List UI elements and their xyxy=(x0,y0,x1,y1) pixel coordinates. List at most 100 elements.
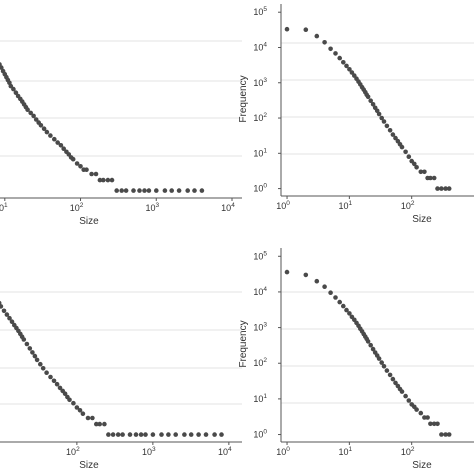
data-point xyxy=(24,341,30,347)
data-point xyxy=(414,165,419,170)
data-point xyxy=(212,432,217,437)
chart-panel-bottom-right: 100 101 102 100 101 102 103 104 105 Frequency Size xyxy=(238,248,474,471)
data-point xyxy=(173,432,178,437)
y-tick-label: 105 xyxy=(253,6,267,17)
data-point xyxy=(403,149,408,155)
data-point xyxy=(428,175,433,181)
data-point xyxy=(58,143,64,148)
data-point xyxy=(119,188,124,193)
data-point xyxy=(192,188,197,193)
data-point xyxy=(349,70,355,75)
data-point xyxy=(54,381,60,387)
data-point xyxy=(368,98,374,103)
data-point xyxy=(106,432,111,437)
data-point xyxy=(38,123,44,128)
data-point xyxy=(439,186,444,191)
y-tick-label: 101 xyxy=(253,147,267,158)
data-point xyxy=(38,361,43,367)
data-point xyxy=(219,432,224,437)
data-point xyxy=(435,421,440,427)
data-point xyxy=(344,307,349,313)
data-point xyxy=(51,378,57,384)
data-point xyxy=(133,432,139,437)
data-point xyxy=(27,346,33,351)
data-point xyxy=(399,389,405,394)
data-point xyxy=(166,432,171,437)
data-point xyxy=(44,370,49,376)
data-point xyxy=(131,188,136,193)
x-tick-label: 103 xyxy=(142,446,156,457)
data-point xyxy=(40,366,46,371)
chart-panel-top-right: 100 101 102 100 101 102 103 104 105 Frequency Size xyxy=(238,4,474,225)
x-tick-label: 102 xyxy=(70,202,84,213)
data-point xyxy=(115,432,121,437)
y-tick-label: 100 xyxy=(253,429,267,440)
data-point xyxy=(284,26,290,32)
data-point xyxy=(34,357,40,363)
data-point xyxy=(435,186,440,191)
y-tick-label: 100 xyxy=(253,183,267,194)
data-point xyxy=(337,55,343,61)
data-point xyxy=(52,136,57,142)
data-point xyxy=(71,400,76,406)
data-point xyxy=(443,432,448,437)
data-point xyxy=(9,319,15,325)
data-point xyxy=(109,177,115,183)
data-point xyxy=(341,60,346,65)
x-axis-title: Size xyxy=(412,460,432,471)
data-point xyxy=(32,353,38,359)
data-point xyxy=(62,391,68,397)
data-point xyxy=(159,432,164,437)
data-point xyxy=(0,65,4,70)
data-point xyxy=(85,415,91,421)
data-point xyxy=(446,186,452,191)
data-point xyxy=(176,188,182,193)
data-point xyxy=(322,284,327,290)
data-point xyxy=(422,169,427,175)
y-tick-label: 105 xyxy=(253,250,267,261)
data-point xyxy=(446,432,452,437)
x-axis-title: Size xyxy=(79,216,99,227)
data-point xyxy=(303,272,309,278)
data-point xyxy=(97,177,103,183)
x-tick-label: 100 xyxy=(276,446,290,457)
data-point xyxy=(0,300,2,306)
data-point xyxy=(406,154,412,159)
x-axis-title: Size xyxy=(79,460,99,471)
data-point xyxy=(4,312,10,317)
data-point xyxy=(28,110,33,116)
x-tick-label: 101 xyxy=(339,446,353,457)
data-point xyxy=(120,432,125,437)
data-point xyxy=(431,421,437,427)
data-point xyxy=(30,350,35,355)
data-point xyxy=(403,393,408,399)
data-point xyxy=(370,346,376,352)
data-point xyxy=(31,113,36,119)
y-tick-label: 104 xyxy=(253,41,267,52)
data-point xyxy=(114,188,119,193)
data-point xyxy=(61,146,66,151)
data-point xyxy=(370,102,376,107)
data-point xyxy=(101,177,106,183)
y-tick-label: 102 xyxy=(253,357,267,368)
data-point xyxy=(333,295,338,300)
data-point xyxy=(365,94,371,100)
x-tick-label: 103 xyxy=(145,202,159,213)
data-point xyxy=(162,188,168,193)
data-point xyxy=(387,372,393,378)
data-point xyxy=(142,188,147,193)
data-point xyxy=(381,364,387,369)
data-point xyxy=(196,432,201,437)
chart-panel-bottom-left: 102 103 104 Size xyxy=(0,291,242,471)
data-point xyxy=(7,315,12,321)
data-point xyxy=(8,83,14,89)
data-point xyxy=(188,432,194,437)
x-tick-label: 102 xyxy=(66,446,80,457)
data-point xyxy=(25,107,30,112)
data-point xyxy=(123,188,129,193)
data-point xyxy=(390,376,396,382)
data-point xyxy=(146,188,152,193)
x-tick-label: 104 xyxy=(218,446,232,457)
data-point xyxy=(303,27,309,32)
